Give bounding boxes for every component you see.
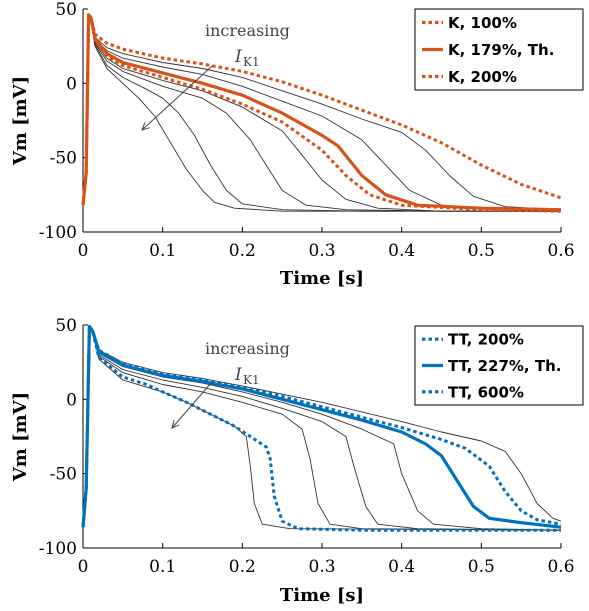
legend-entry: K, 200% — [448, 68, 517, 86]
legend-entry: TT, 600% — [448, 383, 524, 401]
annotation-arrow — [171, 381, 213, 429]
y-axis-label: Vm [mV] — [10, 76, 31, 166]
y-tick-label: 50 — [55, 0, 77, 20]
x-axis-label: Time [s] — [280, 585, 364, 606]
series-line-k-200 — [81, 13, 562, 213]
x-tick-label: 0.3 — [308, 557, 335, 577]
y-tick-label: 0 — [66, 74, 77, 94]
annotation-arrow — [141, 65, 213, 131]
series-line-tt-600 — [81, 325, 561, 532]
annotation-arrowhead — [141, 122, 150, 131]
x-tick-label: 0.2 — [229, 557, 256, 577]
annotation-arrowhead — [171, 420, 180, 429]
x-tick-label: 0 — [78, 241, 89, 261]
y-tick-label: -100 — [39, 223, 77, 243]
annotation-symbol: I — [234, 365, 242, 385]
x-tick-label: 0.2 — [229, 241, 256, 261]
x-tick-label: 0.6 — [547, 241, 574, 261]
legend-entry: TT, 200% — [448, 331, 524, 349]
x-tick-label: 0.1 — [149, 557, 176, 577]
legend-entry: K, 100% — [448, 14, 517, 32]
annotation-subscript: K1 — [243, 55, 260, 69]
series-line-k-179-th — [81, 13, 562, 212]
x-tick-label: 0 — [78, 557, 89, 577]
legend-entry: TT, 227%, Th. — [448, 357, 561, 375]
x-tick-label: 0.5 — [468, 241, 495, 261]
x-tick-label: 0.6 — [547, 557, 574, 577]
x-tick-label: 0.4 — [388, 557, 415, 577]
y-tick-label: 50 — [55, 316, 77, 336]
x-tick-label: 0.4 — [388, 241, 415, 261]
y-tick-label: -50 — [50, 465, 77, 485]
annotation-symbol: I — [234, 47, 242, 67]
annotation-text: increasing — [205, 339, 290, 358]
y-tick-label: -100 — [39, 539, 77, 559]
annotation-subscript: K1 — [243, 373, 260, 387]
annotation-text: increasing — [205, 21, 290, 40]
legend-entry: K, 179%, Th. — [448, 41, 554, 59]
chart-panel-2: 0 0.1 0.2 0.3 0.4 0.5 0.6 50 0 -50 -100 Time [s] Vm … — [10, 316, 584, 606]
y-tick-label: -50 — [50, 149, 77, 169]
chart-panel-1: 0 0.1 0.2 0.3 0.4 0.5 0.6 50 0 -50 -100 Time [s] Vm … — [10, 0, 584, 289]
x-tick-label: 0.5 — [468, 557, 495, 577]
y-axis-label: Vm [mV] — [10, 392, 31, 482]
x-tick-label: 0.3 — [308, 241, 335, 261]
y-tick-label: 0 — [66, 390, 77, 410]
x-axis-label: Time [s] — [280, 268, 364, 289]
x-tick-label: 0.1 — [149, 241, 176, 261]
